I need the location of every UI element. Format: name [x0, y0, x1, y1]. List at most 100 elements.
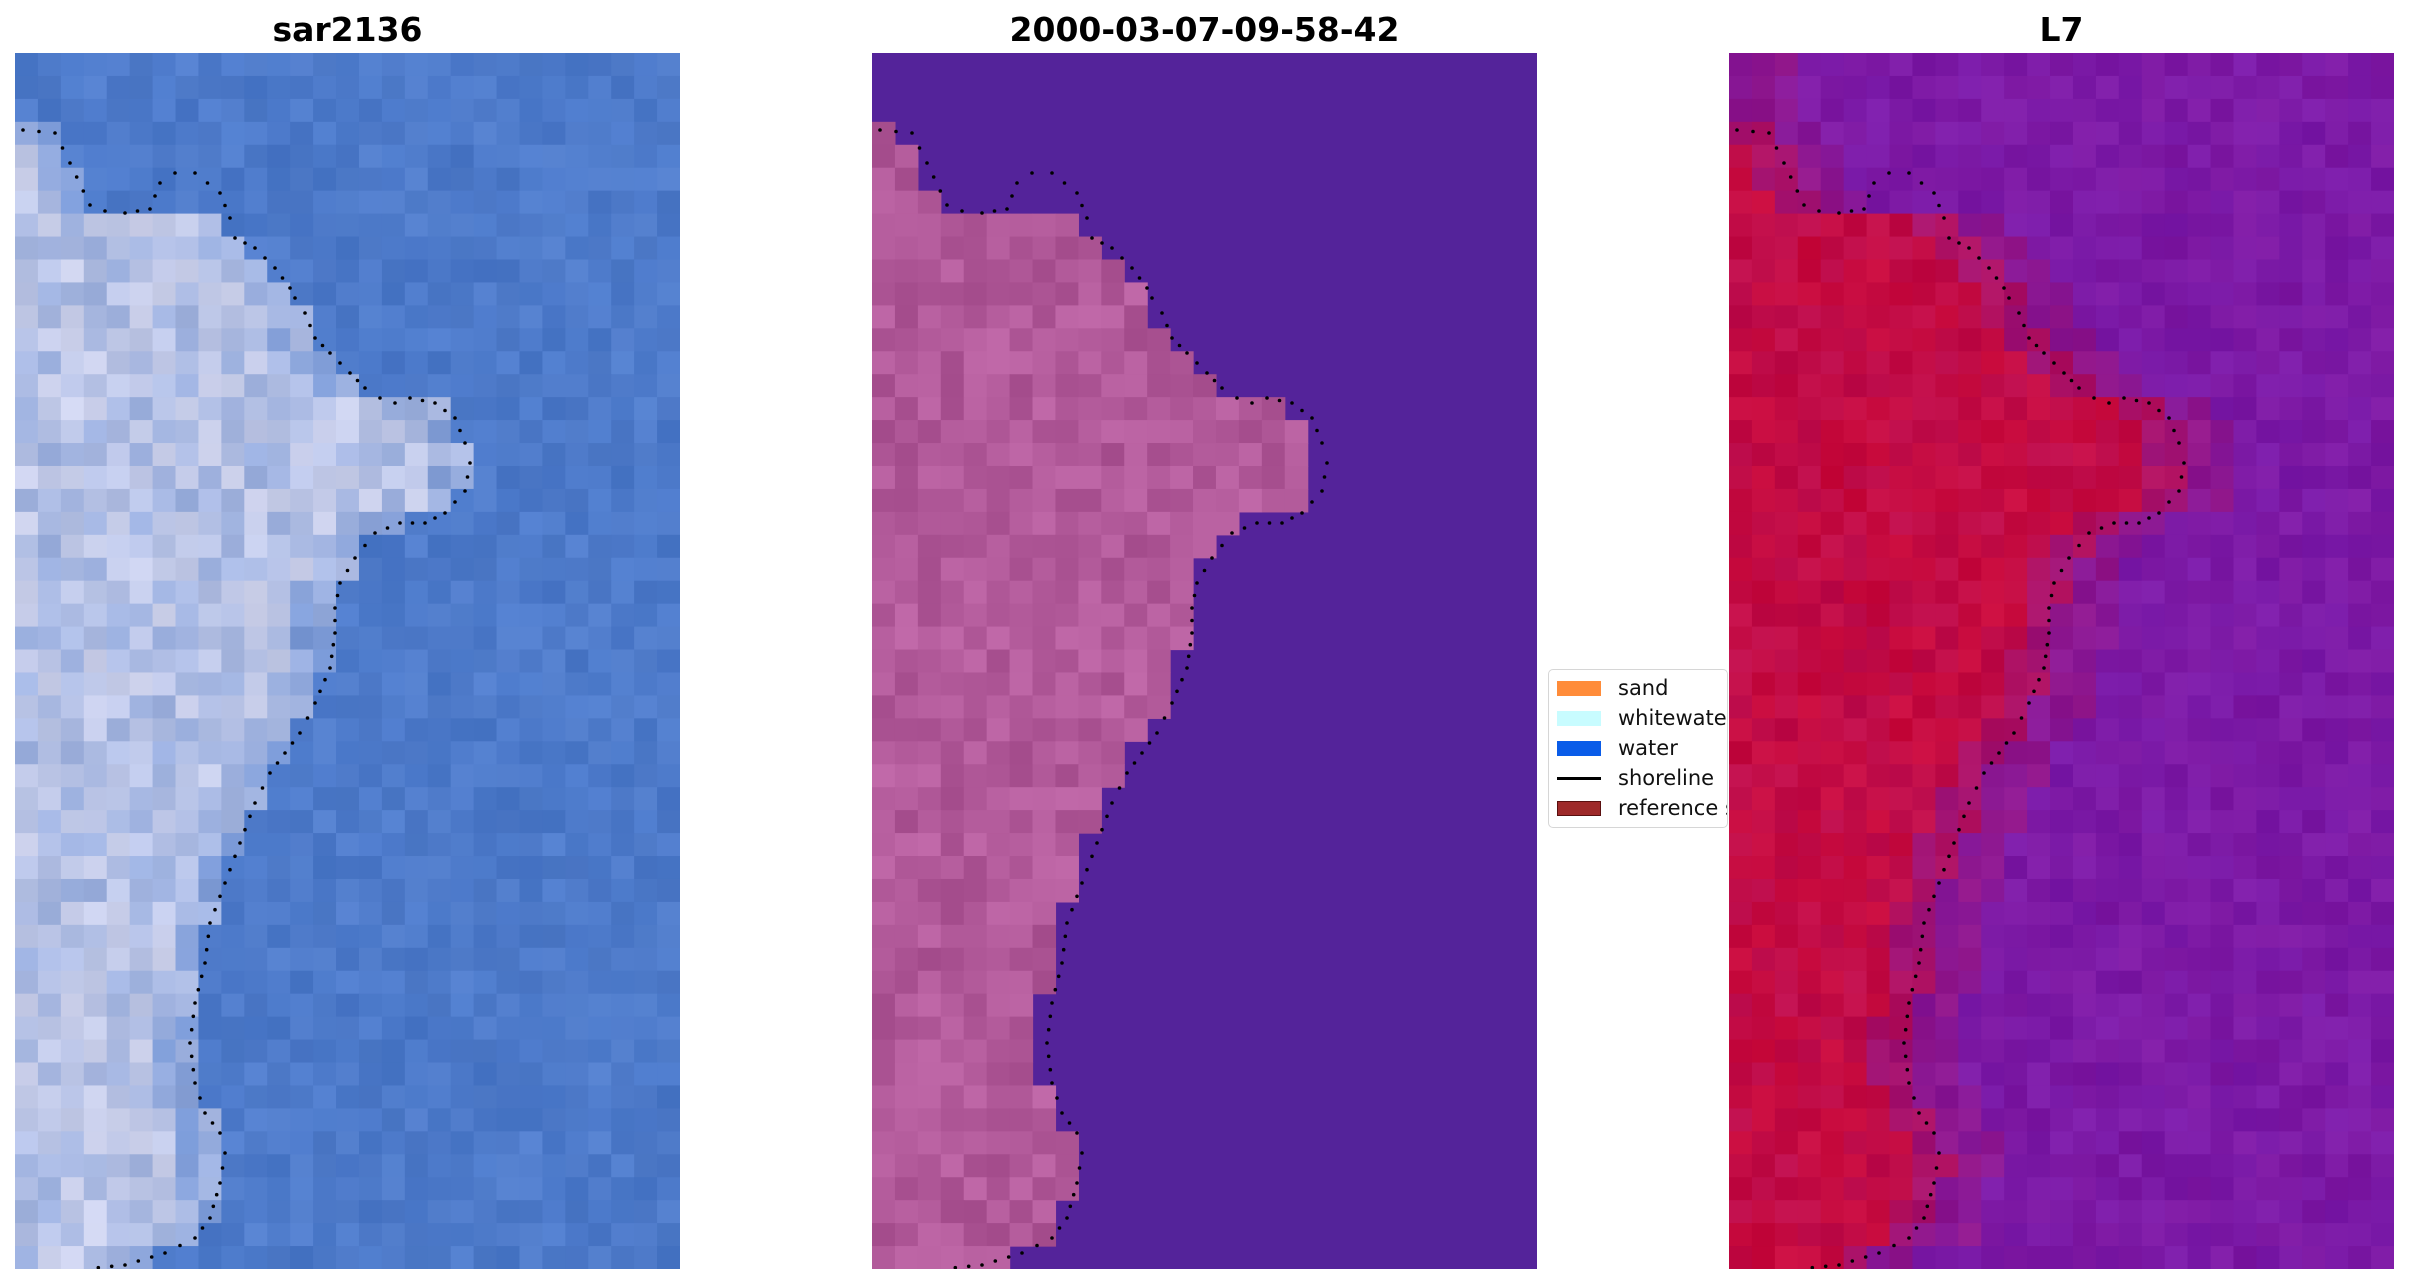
rgb-pixel: [336, 465, 360, 490]
rgb-pixel: [152, 374, 177, 398]
rgb-pixel: [588, 488, 612, 513]
legend-swatch-shoreline: [1557, 776, 1601, 780]
rgb-pixel: [427, 695, 452, 719]
index-pixel: [2371, 488, 2394, 513]
rgb-pixel: [519, 764, 544, 788]
index-pixel: [2141, 649, 2166, 674]
index-pixel: [2210, 374, 2235, 398]
rgb-pixel: [519, 1200, 544, 1224]
index-pixel: [1820, 351, 1845, 375]
index-pixel: [1820, 810, 1845, 834]
rgb-pixel: [267, 282, 291, 306]
index-pixel: [2027, 672, 2051, 697]
classified-pixel: [986, 1177, 1011, 1201]
classified-pixel: [1032, 488, 1057, 513]
index-pixel: [2004, 626, 2028, 651]
rgb-pixel: [290, 649, 314, 674]
index-pixel: [1889, 75, 1914, 100]
rgb-pixel: [60, 443, 85, 467]
index-pixel: [2118, 465, 2143, 490]
index-pixel: [2187, 970, 2212, 995]
index-pixel: [2233, 741, 2258, 765]
index-pixel: [1866, 603, 1891, 628]
rgb-pixel: [290, 167, 314, 192]
shoreline-dot: [1220, 543, 1224, 548]
index-pixel: [1935, 75, 1959, 100]
index-pixel: [1843, 1246, 1868, 1269]
classified-pixel: [1238, 465, 1263, 490]
shoreline-dot: [1053, 987, 1058, 992]
classified-pixel: [940, 351, 965, 375]
index-pixel: [2210, 649, 2235, 674]
legend-entry-sand: sand: [1557, 673, 1668, 703]
index-pixel: [2233, 1131, 2258, 1155]
rgb-pixel: [244, 603, 268, 628]
rgb-pixel: [290, 557, 314, 582]
shoreline-dot: [1912, 1096, 1916, 1100]
rgb-pixel: [15, 787, 39, 811]
index-pixel: [2118, 718, 2143, 742]
rgb-pixel: [611, 1085, 635, 1109]
index-pixel: [2050, 741, 2074, 765]
rgb-pixel: [358, 1016, 383, 1041]
rgb-pixel: [152, 856, 177, 880]
rgb-pixel: [267, 901, 291, 926]
shoreline-dot: [2099, 526, 2104, 530]
rgb-pixel: [657, 282, 680, 306]
classified-pixel: [917, 741, 942, 765]
shoreline-dot: [123, 211, 127, 215]
rgb-pixel: [473, 1154, 498, 1178]
classified-pixel: [940, 924, 965, 949]
index-pixel: [1797, 488, 1822, 513]
rgb-pixel: [404, 557, 429, 582]
classified-pixel: [963, 397, 988, 421]
rgb-pixel: [83, 557, 108, 582]
rgb-pixel: [496, 420, 521, 444]
index-pixel: [1797, 878, 1822, 903]
index-pixel: [1797, 259, 1822, 284]
index-pixel: [1866, 328, 1891, 352]
rgb-pixel: [588, 121, 612, 146]
shoreline-dot: [443, 408, 447, 413]
shoreline-dot: [894, 129, 898, 134]
index-pixel: [1751, 1039, 1776, 1064]
rgb-pixel: [290, 213, 314, 238]
index-pixel: [2141, 1246, 2166, 1269]
index-pixel: [2095, 213, 2120, 238]
shoreline-dot: [363, 543, 367, 548]
index-pixel: [1797, 420, 1822, 444]
index-pixel: [2164, 374, 2189, 398]
shoreline-dot: [1907, 1001, 1911, 1005]
classified-pixel: [1078, 534, 1102, 559]
shoreline-dot: [408, 396, 412, 400]
shoreline-dot: [1320, 441, 1324, 445]
rgb-pixel: [473, 603, 498, 628]
rgb-pixel: [611, 1154, 635, 1178]
rgb-pixel: [83, 351, 108, 375]
shoreline-dot: [1817, 209, 1821, 213]
classified-pixel: [894, 718, 919, 742]
index-pixel: [1935, 259, 1959, 284]
rgb-pixel: [37, 443, 62, 467]
rgb-pixel: [267, 947, 291, 972]
shoreline-dot: [1220, 386, 1224, 390]
classified-pixel: [1055, 305, 1079, 329]
index-pixel: [2050, 98, 2074, 123]
rgb-pixel: [152, 580, 177, 605]
index-pixel: [1935, 465, 1959, 490]
shoreline-dot: [1903, 1054, 1908, 1059]
classified-pixel: [894, 626, 919, 651]
index-pixel: [1981, 1108, 2005, 1132]
index-pixel: [2141, 190, 2166, 215]
index-pixel: [2164, 1200, 2189, 1224]
rgb-pixel: [221, 213, 245, 238]
index-pixel: [1935, 443, 1959, 467]
index-pixel: [2095, 1200, 2120, 1224]
index-pixel: [2210, 351, 2235, 375]
index-pixel: [1797, 511, 1822, 536]
index-pixel: [1774, 970, 1799, 995]
index-pixel: [2325, 1016, 2349, 1041]
index-pixel: [2141, 856, 2166, 880]
index-pixel: [2050, 695, 2074, 719]
classified-pixel: [917, 1223, 942, 1247]
